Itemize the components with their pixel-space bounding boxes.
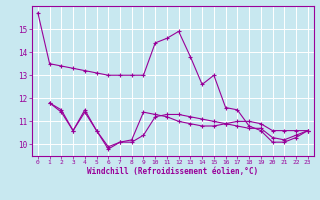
X-axis label: Windchill (Refroidissement éolien,°C): Windchill (Refroidissement éolien,°C) (87, 167, 258, 176)
